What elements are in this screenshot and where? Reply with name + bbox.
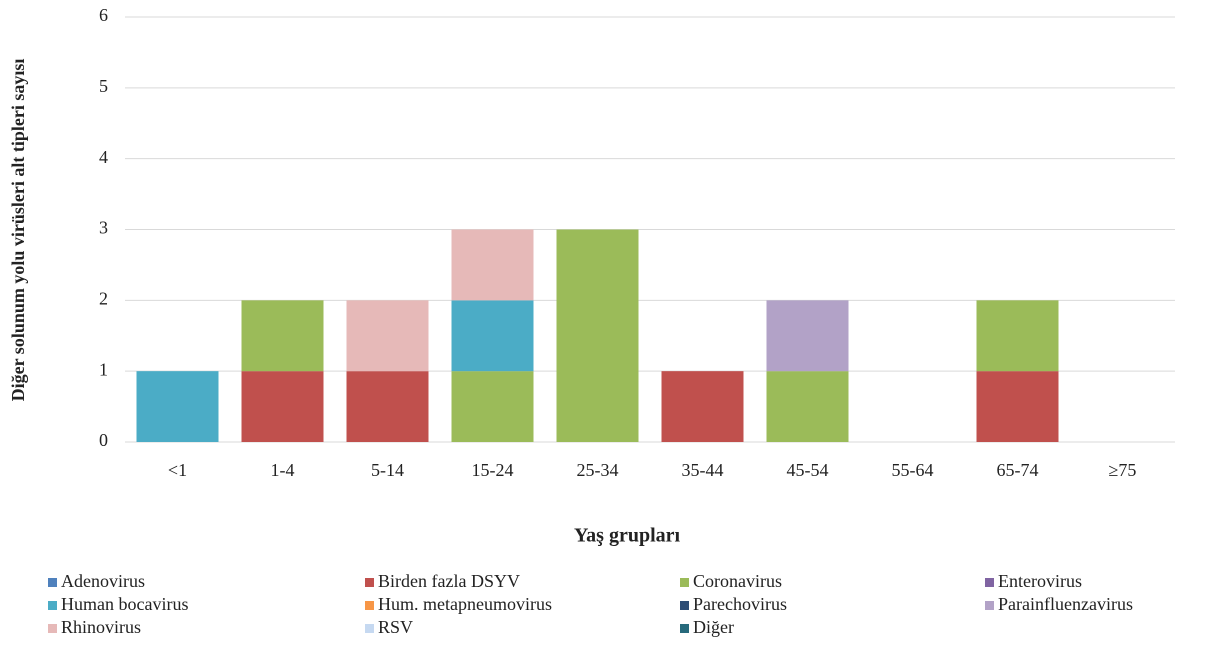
x-tick-label: 55-64 (892, 460, 934, 480)
x-tick-label: 1-4 (271, 460, 295, 480)
legend-label: Coronavirus (693, 571, 782, 591)
legend-label: Diğer (693, 617, 734, 637)
bar-segment (661, 371, 744, 442)
legend-swatch (985, 601, 994, 610)
bar-segment (976, 300, 1059, 372)
y-tick-label: 4 (99, 147, 108, 167)
bar-segment (766, 371, 849, 442)
legend-swatch (985, 578, 994, 587)
legend-swatch (680, 601, 689, 610)
legend-label: Human bocavirus (61, 594, 188, 614)
legend-label: Parechovirus (693, 594, 787, 614)
bar-segment (136, 371, 219, 442)
bar-segment (451, 371, 534, 442)
x-tick-label: 35-44 (682, 460, 724, 480)
legend-label: Hum. metapneumovirus (378, 594, 552, 614)
legend-label: RSV (378, 617, 413, 637)
y-tick-label: 3 (99, 218, 108, 238)
legend-swatch (48, 578, 57, 587)
bar-segment (346, 300, 429, 372)
y-tick-label: 2 (99, 288, 108, 308)
legend-label: Parainfluenzavirus (998, 594, 1133, 614)
y-tick-label: 0 (99, 430, 108, 450)
bar-segment (556, 229, 639, 442)
x-tick-label: 15-24 (472, 460, 514, 480)
bar-segment (766, 300, 849, 372)
legend-label: Adenovirus (61, 571, 145, 591)
legend-swatch (680, 578, 689, 587)
legend-swatch (680, 624, 689, 633)
y-tick-label: 5 (99, 76, 108, 96)
y-tick-label: 1 (99, 359, 108, 379)
x-axis-title: Yaş grupları (574, 525, 681, 547)
bar-segment (241, 371, 324, 442)
bar-segment (451, 229, 534, 301)
x-tick-label: ≥75 (1109, 460, 1137, 480)
bar-segment (451, 300, 534, 372)
legend-swatch (365, 601, 374, 610)
legend-label: Enterovirus (998, 571, 1082, 591)
bar-segment (241, 300, 324, 372)
x-tick-label: <1 (168, 460, 187, 480)
legend-label: Rhinovirus (61, 617, 141, 637)
x-tick-label: 45-54 (787, 460, 829, 480)
legend-swatch (365, 624, 374, 633)
x-tick-label: 25-34 (577, 460, 619, 480)
bar-segment (976, 371, 1059, 442)
x-tick-label: 5-14 (371, 460, 404, 480)
legend-swatch (365, 578, 374, 587)
legend-swatch (48, 624, 57, 633)
y-tick-label: 6 (99, 5, 108, 25)
x-tick-label: 65-74 (997, 460, 1039, 480)
y-axis-title: Diğer solunum yolu virüsleri alt tipleri… (8, 59, 28, 402)
legend-label: Birden fazla DSYV (378, 571, 520, 591)
bar-segment (346, 371, 429, 442)
legend-swatch (48, 601, 57, 610)
